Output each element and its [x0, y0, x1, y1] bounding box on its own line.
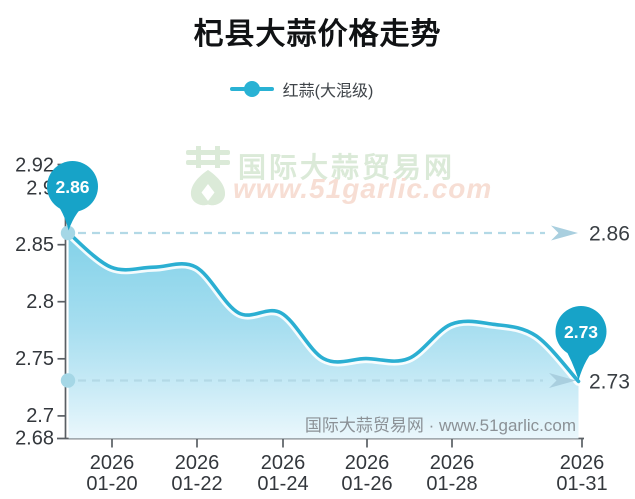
x-tick-date: 01-22	[171, 473, 222, 495]
x-tick-date: 01-24	[257, 473, 308, 495]
pin-bubble	[555, 306, 607, 357]
ref-label-high: 2.86	[589, 223, 630, 246]
legend-label: 红蒜(大混级)	[282, 83, 374, 100]
x-tick-year: 2026	[261, 452, 306, 474]
y-tick-label: 2.75	[15, 348, 54, 370]
legend: 红蒜(大混级)	[0, 77, 635, 101]
arrow-right-icon	[549, 373, 576, 388]
x-tick-label: 2026 01-28	[426, 452, 477, 495]
y-tick-label: 2.8	[26, 291, 54, 313]
low-ref-dot	[60, 373, 76, 388]
x-tick-date: 01-28	[426, 473, 477, 495]
x-axis-labels: 2026 01-20 2026 01-22 2026 01-24 2026 01…	[86, 452, 607, 495]
legend-dot-icon	[243, 81, 260, 97]
y-tick-label: 2.92	[15, 155, 54, 177]
pin-bubble	[47, 161, 98, 212]
x-tick-label: 2026 01-22	[171, 452, 222, 495]
series-red-garlic[interactable]	[64, 228, 583, 439]
y-tick-label: 2.7	[26, 405, 54, 427]
end-pin-label: 2.73	[564, 322, 598, 342]
start-value-pin: 2.86	[47, 161, 98, 231]
x-tick-date: 01-26	[341, 473, 392, 495]
ref-label-low: 2.73	[589, 371, 630, 394]
x-tick-date: 01-20	[86, 473, 137, 495]
x-tick-year: 2026	[90, 452, 135, 474]
y-tick-label: 2.9	[26, 178, 54, 200]
x-tick-label: 2026 01-26	[341, 452, 392, 495]
price-area	[68, 233, 579, 439]
x-tick-year: 2026	[430, 452, 475, 474]
high-ref-dot	[60, 225, 76, 241]
page-title: 杞县大蒜价格走势	[193, 18, 442, 51]
x-tick-date: 01-31	[556, 473, 607, 495]
x-tick-label: 2026 01-20	[86, 452, 137, 495]
start-pin-label: 2.86	[55, 177, 89, 197]
x-tick-year: 2026	[345, 452, 390, 474]
x-tick-year: 2026	[175, 452, 220, 474]
x-tick-year: 2026	[560, 452, 605, 474]
price-line	[66, 231, 581, 384]
y-axis-labels: 2.92 2.9 2.85 2.8 2.75 2.7 2.68	[15, 155, 54, 450]
ref-line-low: 2.73	[78, 371, 630, 394]
x-tick-label: 2026 01-31	[556, 452, 607, 495]
end-value-pin: 2.73	[555, 306, 607, 380]
legend-item-red-garlic[interactable]: 红蒜(大混级)	[229, 77, 374, 101]
y-tick-label: 2.68	[15, 428, 54, 450]
watermark-bottom: 国际大蒜贸易网 · www.51garlic.com	[305, 416, 576, 435]
arrow-right-icon	[551, 225, 578, 241]
ref-line-high: 2.86	[78, 223, 630, 246]
legend-line-marker-icon	[229, 81, 274, 97]
x-tick-label: 2026 01-24	[257, 452, 308, 495]
y-tick-label: 2.85	[15, 234, 54, 256]
